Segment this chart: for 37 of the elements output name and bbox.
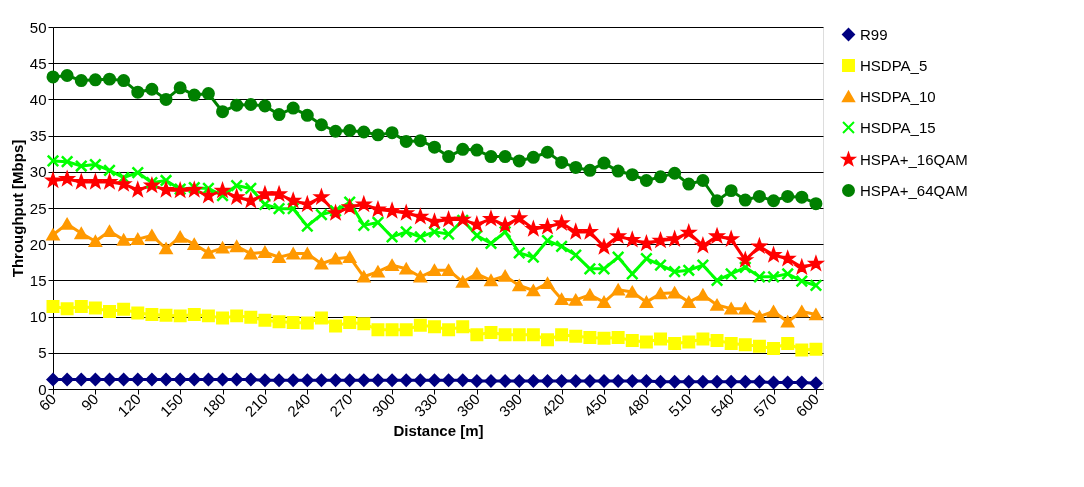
- x-tick-label: 570: [749, 390, 780, 420]
- legend-label: HSDPA_10: [860, 87, 936, 105]
- x-tick-label: 300: [368, 390, 399, 420]
- y-axis-title: Throughput [Mbps]: [8, 139, 26, 278]
- legend-label: HSPA+_16QAM: [860, 150, 968, 168]
- y-tick-label: 0: [38, 380, 47, 398]
- x-tick-label: 450: [580, 390, 611, 420]
- x-tick-label: 150: [156, 390, 187, 420]
- x-tick-label: 510: [665, 390, 695, 420]
- x-tick-label: 480: [622, 390, 653, 420]
- x-tick-label: 180: [198, 390, 229, 420]
- x-tick-label: 330: [410, 390, 441, 420]
- y-tick-label: 25: [29, 199, 47, 217]
- y-tick-label: 35: [29, 127, 47, 145]
- y-tick-label: 40: [29, 90, 47, 108]
- x-tick-label: 540: [707, 390, 738, 420]
- y-tick-label: 5: [38, 344, 47, 362]
- legend-label: R99: [860, 25, 888, 43]
- x-tick-label: 270: [326, 390, 356, 420]
- y-tick-label: 10: [29, 308, 47, 326]
- x-tick-label: 210: [241, 390, 272, 420]
- x-tick-label: 90: [77, 390, 102, 414]
- x-tick-label: 240: [283, 390, 314, 420]
- x-tick-label: 120: [114, 390, 144, 420]
- y-tick-label: 30: [29, 163, 47, 181]
- x-tick-label: 600: [792, 390, 823, 420]
- y-tick-label: 20: [29, 235, 47, 253]
- legend-label: HSDPA_15: [860, 118, 936, 136]
- x-axis-title: Distance [m]: [393, 421, 484, 439]
- x-tick-label: 420: [538, 390, 568, 420]
- x-tick-label: 390: [495, 390, 526, 420]
- y-tick-label: 50: [29, 18, 47, 36]
- y-tick-label: 45: [29, 54, 47, 72]
- legend-label: HSPA+_64QAM: [860, 181, 968, 199]
- y-tick-label: 15: [29, 271, 47, 289]
- x-tick-label: 360: [453, 390, 484, 420]
- legend-label: HSDPA_5: [860, 56, 928, 74]
